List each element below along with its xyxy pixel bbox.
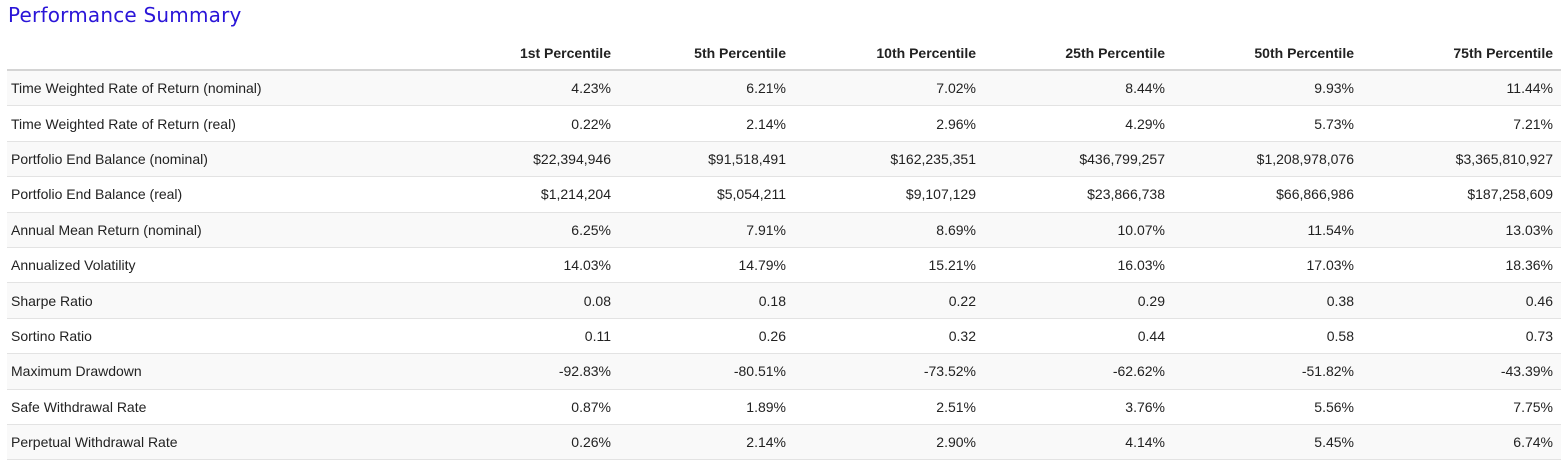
table-cell: 2.14% [619, 424, 794, 460]
table-cell: 11.54% [1173, 212, 1362, 248]
table-row: Annualized Volatility 14.03% 14.79% 15.21% 1… [7, 247, 1561, 284]
table-cell: 0.46 [1362, 282, 1561, 319]
table-cell: 0.58 [1173, 318, 1362, 355]
table-row: Annual Mean Return (nominal) 6.25% 7.91% 8.… [7, 212, 1561, 248]
table-cell: 0.44 [984, 318, 1173, 355]
table-row: Sharpe Ratio 0.08 0.18 0.22 0.29 0.38 0.46 [7, 282, 1561, 319]
table-cell: $9,107,129 [794, 176, 984, 213]
table-cell: 7.02% [794, 70, 984, 107]
column-header-50th-percentile: 50th Percentile [1173, 36, 1362, 71]
table-cell: 0.73 [1362, 318, 1561, 355]
row-label: Sharpe Ratio [7, 282, 443, 319]
column-header-1st-percentile: 1st Percentile [443, 36, 619, 71]
table-cell: 13.03% [1362, 212, 1561, 248]
column-header-5th-percentile: 5th Percentile [619, 36, 794, 71]
table-row: Time Weighted Rate of Return (real) 0.22%… [7, 105, 1561, 142]
table-row: Safe Withdrawal Rate 0.87% 1.89% 2.51% 3.76%… [7, 389, 1561, 425]
table-cell: 9.93% [1173, 70, 1362, 107]
table-cell: 14.79% [619, 247, 794, 284]
table-cell: -92.83% [443, 353, 619, 390]
section-title: Performance Summary [8, 3, 242, 27]
table-cell: $66,866,986 [1173, 176, 1362, 213]
table-cell: 2.14% [619, 105, 794, 142]
row-label: Time Weighted Rate of Return (nominal) [7, 70, 443, 107]
table-cell: $5,054,211 [619, 176, 794, 213]
table-cell: $187,258,609 [1362, 176, 1561, 213]
table-cell: 4.14% [984, 424, 1173, 460]
table-cell: 2.51% [794, 389, 984, 425]
table-cell: 8.69% [794, 212, 984, 248]
table-cell: 4.29% [984, 105, 1173, 142]
table-cell: 16.03% [984, 247, 1173, 284]
table-cell: 5.45% [1173, 424, 1362, 460]
table-row: Sortino Ratio 0.11 0.26 0.32 0.44 0.58 0.73 [7, 318, 1561, 355]
table-cell: 0.32 [794, 318, 984, 355]
table-row: Maximum Drawdown -92.83% -80.51% -73.52% -62… [7, 353, 1561, 390]
table-cell: 7.75% [1362, 389, 1561, 425]
table-cell: 5.73% [1173, 105, 1362, 142]
row-label: Sortino Ratio [7, 318, 443, 355]
table-cell: -73.52% [794, 353, 984, 390]
table-row: Portfolio End Balance (real) $1,214,204 $5… [7, 176, 1561, 213]
table-cell: 14.03% [443, 247, 619, 284]
table-cell: -80.51% [619, 353, 794, 390]
row-label: Portfolio End Balance (real) [7, 176, 443, 213]
row-label: Maximum Drawdown [7, 353, 443, 390]
table-cell: 6.21% [619, 70, 794, 107]
table-cell: 6.74% [1362, 424, 1561, 460]
table-cell: $23,866,738 [984, 176, 1173, 213]
table-cell: $22,394,946 [443, 141, 619, 178]
table-cell: -43.39% [1362, 353, 1561, 390]
table-cell: 2.96% [794, 105, 984, 142]
table-cell: 0.29 [984, 282, 1173, 319]
table-cell: 0.22 [794, 282, 984, 319]
table-cell: 5.56% [1173, 389, 1362, 425]
row-label: Portfolio End Balance (nominal) [7, 141, 443, 178]
table-row: Time Weighted Rate of Return (nominal) 4.… [7, 70, 1561, 107]
table-cell: 6.25% [443, 212, 619, 248]
table-cell: 7.91% [619, 212, 794, 248]
table-cell: 18.36% [1362, 247, 1561, 284]
table-cell: 2.90% [794, 424, 984, 460]
table-row: Perpetual Withdrawal Rate 0.26% 2.14% 2.90%… [7, 424, 1561, 460]
table-cell: -51.82% [1173, 353, 1362, 390]
column-header-25th-percentile: 25th Percentile [984, 36, 1173, 71]
table-cell: $1,208,978,076 [1173, 141, 1362, 178]
row-label: Time Weighted Rate of Return (real) [7, 105, 443, 142]
performance-summary-table: 1st Percentile 5th Percentile 10th Perce… [7, 36, 1561, 460]
table-cell: 7.21% [1362, 105, 1561, 142]
column-header-75th-percentile: 75th Percentile [1362, 36, 1561, 71]
table-cell: 0.26% [443, 424, 619, 460]
table-cell: 8.44% [984, 70, 1173, 107]
row-label: Annualized Volatility [7, 247, 443, 284]
table-cell: 10.07% [984, 212, 1173, 248]
table-cell: 0.22% [443, 105, 619, 142]
row-label: Annual Mean Return (nominal) [7, 212, 443, 248]
column-header-metric [7, 36, 443, 71]
table-cell: 0.38 [1173, 282, 1362, 319]
table-cell: $91,518,491 [619, 141, 794, 178]
table-cell: 17.03% [1173, 247, 1362, 284]
table-body: Time Weighted Rate of Return (nominal) 4.… [7, 70, 1561, 460]
row-label: Perpetual Withdrawal Rate [7, 424, 443, 460]
table-cell: 0.11 [443, 318, 619, 355]
table-cell: $3,365,810,927 [1362, 141, 1561, 178]
table-cell: 1.89% [619, 389, 794, 425]
table-row: Portfolio End Balance (nominal) $22,394,9… [7, 141, 1561, 178]
table-cell: 0.08 [443, 282, 619, 319]
table-cell: 11.44% [1362, 70, 1561, 107]
table-cell: -62.62% [984, 353, 1173, 390]
table-cell: $162,235,351 [794, 141, 984, 178]
table-cell: 0.18 [619, 282, 794, 319]
table-cell: 0.87% [443, 389, 619, 425]
table-cell: 15.21% [794, 247, 984, 284]
table-cell: $1,214,204 [443, 176, 619, 213]
row-label: Safe Withdrawal Rate [7, 389, 443, 425]
table-cell: $436,799,257 [984, 141, 1173, 178]
table-cell: 0.26 [619, 318, 794, 355]
table-cell: 3.76% [984, 389, 1173, 425]
table-header-row: 1st Percentile 5th Percentile 10th Perce… [7, 36, 1561, 71]
column-header-10th-percentile: 10th Percentile [794, 36, 984, 71]
table-cell: 4.23% [443, 70, 619, 107]
